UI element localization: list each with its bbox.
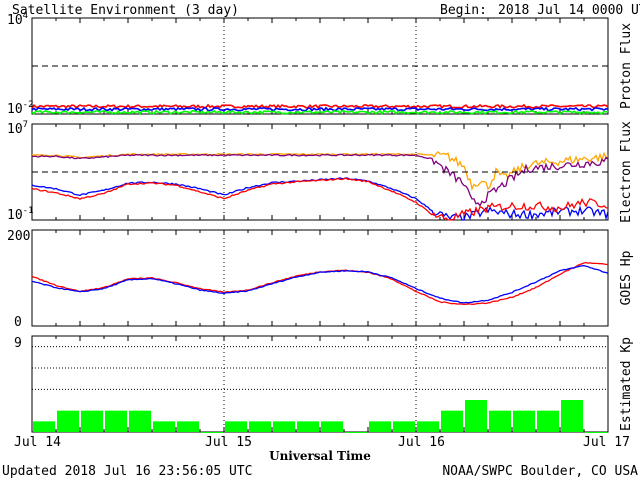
kp-bar <box>561 400 583 432</box>
kp-bar <box>177 421 199 432</box>
kp-bar <box>57 410 79 432</box>
proton-series-red <box>31 103 609 109</box>
credit-text: NOAA/SWPC Boulder, CO USA <box>442 464 638 479</box>
goes_hp-series-blue <box>31 264 609 304</box>
electron-series-orange <box>31 150 609 192</box>
xtick-jul15: Jul 15 <box>205 435 252 450</box>
kp-ylabel: Estimated Kp <box>619 337 634 431</box>
proton-ytick-top: 104 <box>7 11 28 28</box>
proton-ytick-bottom: 10-2 <box>7 100 34 117</box>
begin-value: 2018 Jul 14 0000 UTC <box>498 3 640 18</box>
kp-bar <box>369 421 391 432</box>
kp-ytick-top: 9 <box>14 336 22 351</box>
updated-timestamp: Updated 2018 Jul 16 23:56:05 UTC <box>2 464 252 479</box>
panel-frame-2 <box>31 229 609 327</box>
xtick-jul16: Jul 16 <box>398 435 445 450</box>
electron-series-blue <box>31 177 609 221</box>
kp-bar <box>321 421 343 432</box>
kp-bar <box>153 421 175 432</box>
kp-bar <box>489 410 511 432</box>
begin-label: Begin: <box>440 3 487 18</box>
panel-frames <box>31 17 609 433</box>
kp-bar <box>297 421 319 432</box>
kp-bar <box>81 410 103 432</box>
kp-bar <box>585 432 607 433</box>
kp-bar <box>33 421 55 432</box>
kp-bar <box>249 421 271 432</box>
kp-bar <box>273 421 295 432</box>
xtick-jul17: Jul 17 <box>583 435 630 450</box>
kp-bar <box>129 410 151 432</box>
electron-ytick-bottom: 10-1 <box>7 206 34 223</box>
kp-bar <box>513 410 535 432</box>
kp-bar <box>201 432 223 433</box>
plot-content <box>31 65 609 433</box>
kp-bar <box>225 421 247 432</box>
proton-series-blue <box>31 106 609 112</box>
electron-ytick-top: 107 <box>7 120 28 137</box>
kp-bar <box>345 432 367 433</box>
panel-frame-0 <box>31 17 609 115</box>
kp-bar <box>393 421 415 432</box>
proton-ylabel: Proton Flux <box>619 23 634 109</box>
electron-ylabel: Electron Flux <box>619 121 634 223</box>
goes-ylabel: GOES Hp <box>619 250 634 305</box>
xtick-jul14: Jul 14 <box>14 435 61 450</box>
kp-bar <box>105 410 127 432</box>
proton-series-green <box>31 109 609 115</box>
kp-bar <box>465 400 487 432</box>
goes-ytick-top: 200 <box>7 229 30 244</box>
kp-bar <box>441 410 463 432</box>
kp-bar <box>537 410 559 432</box>
electron-series-red <box>31 177 609 221</box>
goes-ytick-bottom: 0 <box>14 315 22 330</box>
chart-title: Satellite Environment (3 day) <box>12 3 239 18</box>
kp-bar <box>417 421 439 432</box>
xaxis-label: Universal Time <box>269 449 371 463</box>
electron-series-purple <box>31 153 609 207</box>
